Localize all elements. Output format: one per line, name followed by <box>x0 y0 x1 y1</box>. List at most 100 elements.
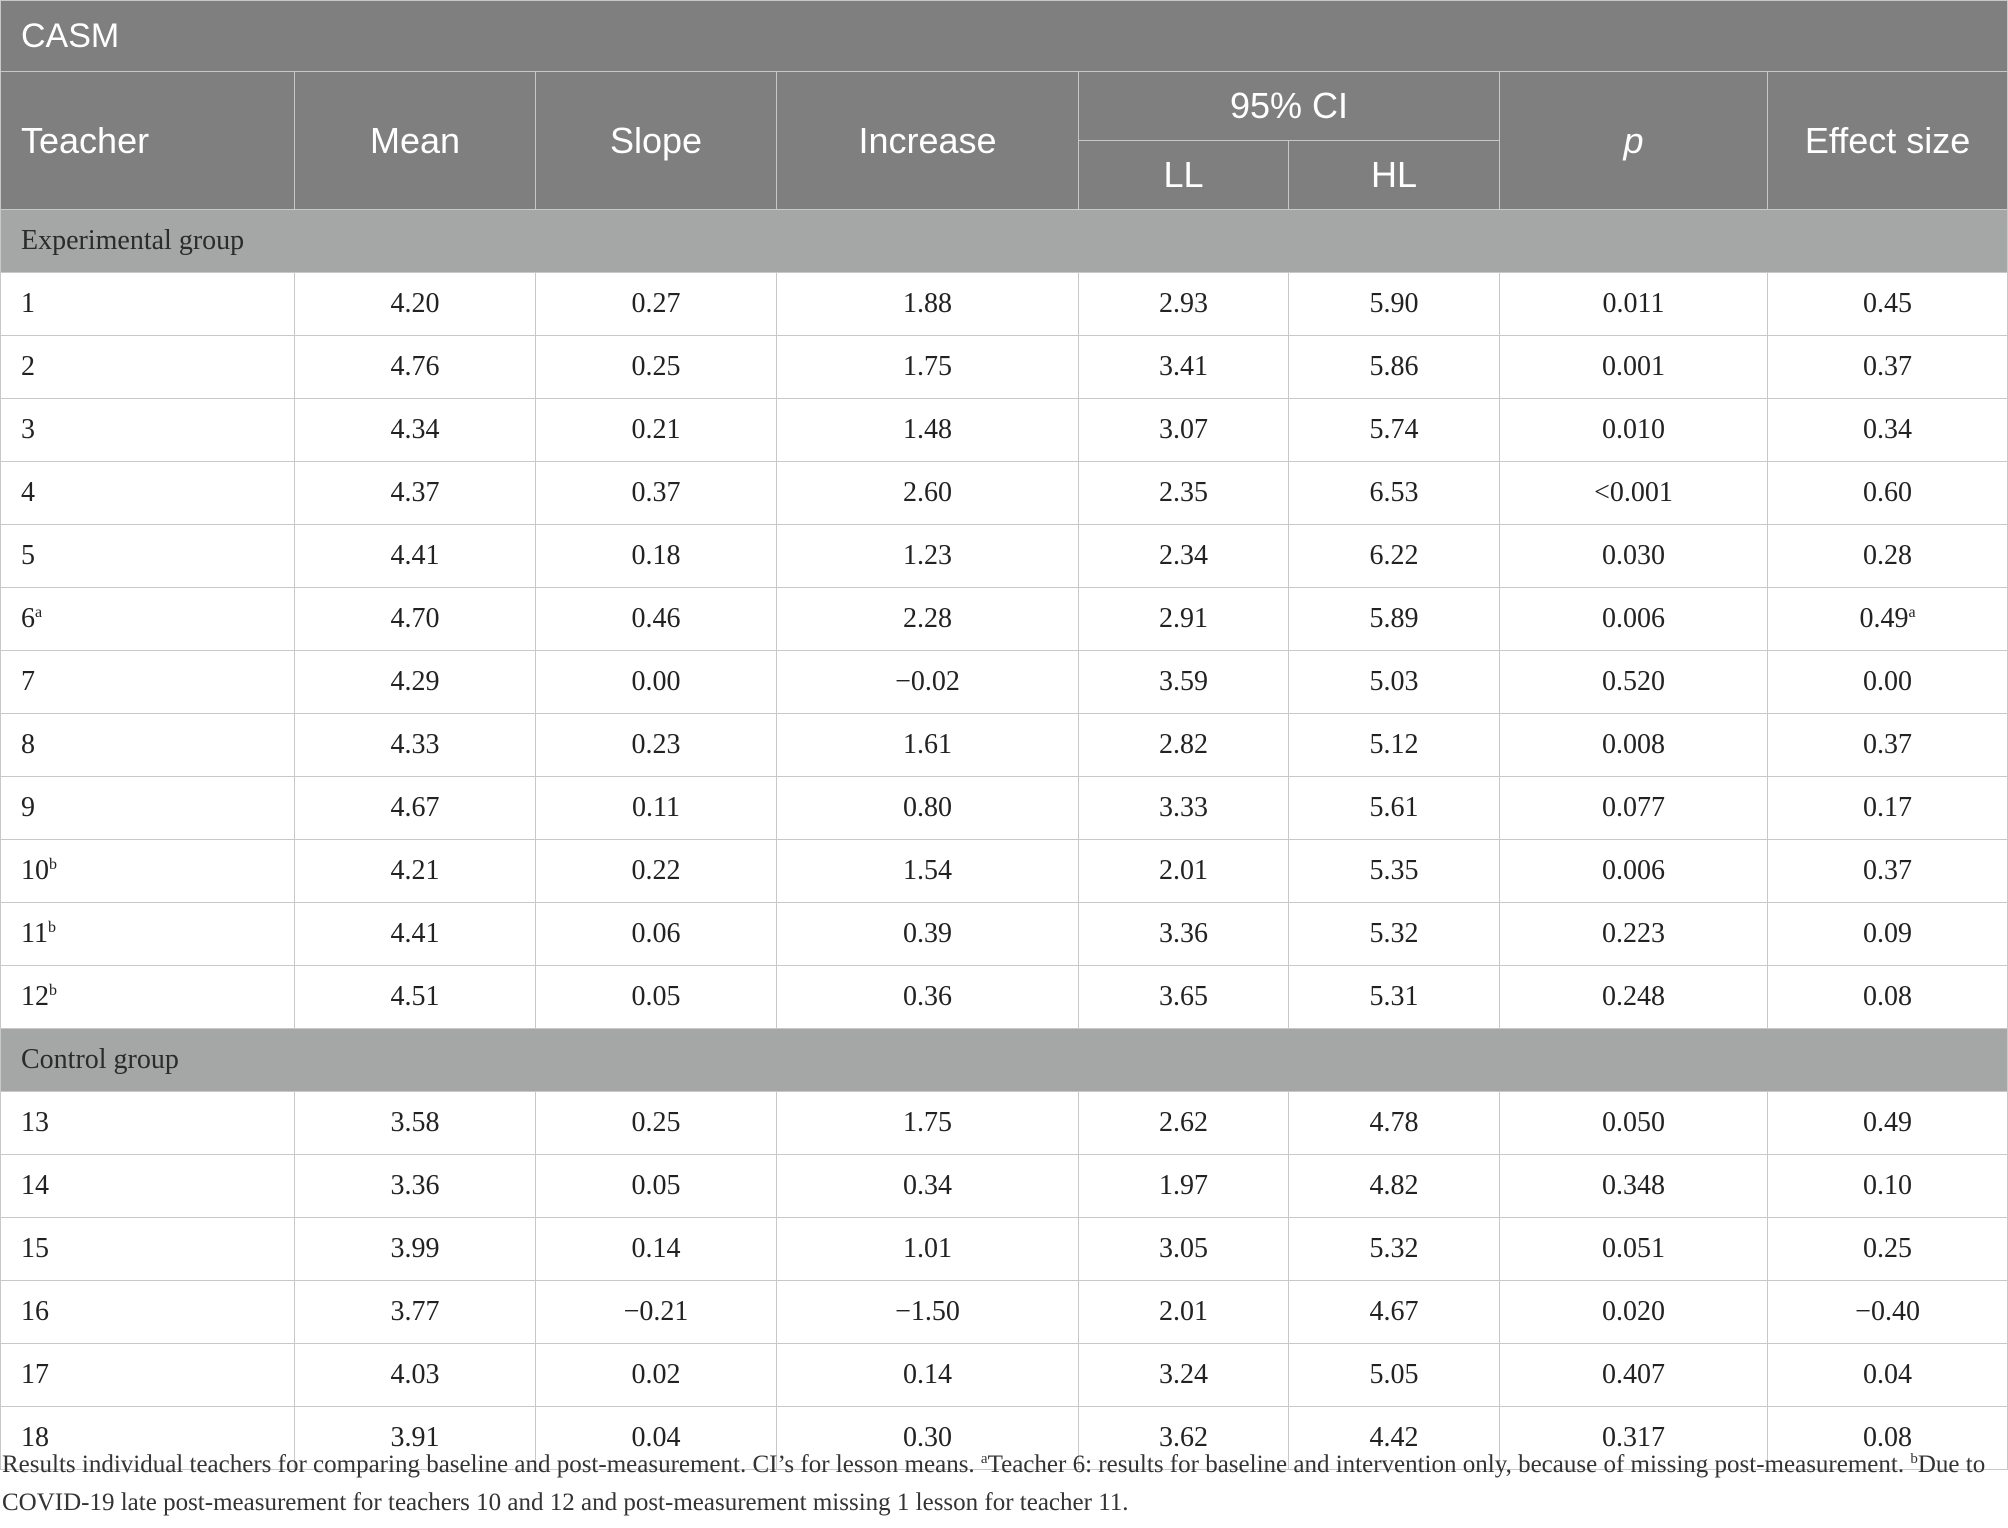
mean-cell: 4.20 <box>294 272 536 336</box>
teacher-id: 3 <box>21 414 35 445</box>
slope-value: −0.21 <box>623 1296 689 1327</box>
table-row: 2 4.76 0.25 1.75 3.41 5.86 0.001 0.37 <box>0 335 2008 399</box>
slope-value: 0.06 <box>631 918 681 949</box>
p-cell: 0.010 <box>1499 398 1768 462</box>
ll-value: 3.07 <box>1159 414 1208 445</box>
p-cell: 0.317 <box>1499 1406 1768 1470</box>
teacher-cell: 8 <box>0 713 295 777</box>
ll-cell: 2.01 <box>1078 1280 1289 1344</box>
increase-value: 1.75 <box>903 1107 952 1138</box>
mean-value: 4.76 <box>390 351 440 382</box>
header-slope: Slope <box>535 71 777 210</box>
slope-value: 0.27 <box>631 288 681 319</box>
increase-cell: 1.88 <box>776 272 1079 336</box>
effect-cell: −0.40 <box>1766 1280 2008 1344</box>
footnote-mark-b: b <box>1910 1451 1918 1467</box>
hl-cell: 6.22 <box>1288 524 1500 588</box>
ll-value: 3.65 <box>1159 981 1208 1012</box>
ll-value: 3.05 <box>1159 1233 1208 1264</box>
slope-cell: 0.25 <box>535 335 777 399</box>
slope-cell: 0.46 <box>535 587 777 651</box>
table-row: 8 4.33 0.23 1.61 2.82 5.12 0.008 0.37 <box>0 713 2008 777</box>
effect-value: 0.49 <box>1863 1107 1913 1138</box>
effect-value: 0.37 <box>1863 855 1913 886</box>
slope-value: 0.05 <box>631 1170 681 1201</box>
increase-cell: 0.14 <box>776 1343 1079 1407</box>
effect-cell: 0.00 <box>1766 650 2008 714</box>
p-cell: 0.248 <box>1499 965 1768 1029</box>
hl-cell: 5.05 <box>1288 1343 1500 1407</box>
slope-value: 0.04 <box>631 1422 681 1453</box>
hl-value: 4.67 <box>1369 1296 1419 1327</box>
effect-value: 0.00 <box>1863 666 1913 697</box>
teacher-id: 10 <box>21 855 49 886</box>
increase-value: 1.54 <box>903 855 952 886</box>
teacher-cell: 4 <box>0 461 295 525</box>
group-header-row: Experimental group <box>0 209 2008 273</box>
mean-cell: 4.76 <box>294 335 536 399</box>
ll-value: 2.01 <box>1159 855 1208 886</box>
slope-value: 0.37 <box>631 477 681 508</box>
slope-cell: 0.21 <box>535 398 777 462</box>
mean-value: 4.29 <box>390 666 440 697</box>
slope-cell: 0.11 <box>535 776 777 840</box>
ll-value: 2.93 <box>1159 288 1208 319</box>
increase-value: 0.14 <box>903 1359 952 1390</box>
teacher-id: 18 <box>21 1422 49 1453</box>
p-value: 0.001 <box>1602 351 1665 382</box>
ll-value: 2.91 <box>1159 603 1208 634</box>
table-row: 1 4.20 0.27 1.88 2.93 5.90 0.011 0.45 <box>0 272 2008 336</box>
slope-value: 0.00 <box>631 666 681 697</box>
teacher-cell: 3 <box>0 398 295 462</box>
table-row: 17 4.03 0.02 0.14 3.24 5.05 0.407 0.04 <box>0 1343 2008 1407</box>
p-cell: <0.001 <box>1499 461 1768 525</box>
hl-cell: 5.32 <box>1288 902 1500 966</box>
increase-value: 1.48 <box>903 414 952 445</box>
hl-value: 5.05 <box>1369 1359 1419 1390</box>
ll-value: 3.41 <box>1159 351 1208 382</box>
hl-cell: 5.86 <box>1288 335 1500 399</box>
table-row: 12b 4.51 0.05 0.36 3.65 5.31 0.248 0.08 <box>0 965 2008 1029</box>
increase-cell: 1.61 <box>776 713 1079 777</box>
hl-value: 5.61 <box>1369 792 1419 823</box>
hl-value: 5.12 <box>1369 729 1419 760</box>
ll-value: 1.97 <box>1159 1170 1208 1201</box>
effect-value: −0.40 <box>1855 1296 1920 1327</box>
slope-cell: 0.23 <box>535 713 777 777</box>
increase-cell: 0.34 <box>776 1154 1079 1218</box>
table-row: 5 4.41 0.18 1.23 2.34 6.22 0.030 0.28 <box>0 524 2008 588</box>
effect-cell: 0.10 <box>1766 1154 2008 1218</box>
slope-cell: 0.02 <box>535 1343 777 1407</box>
mean-value: 4.34 <box>390 414 440 445</box>
effect-cell: 0.49 <box>1766 1091 2008 1155</box>
hl-cell: 5.32 <box>1288 1217 1500 1281</box>
teacher-footnote-mark: b <box>49 856 57 873</box>
teacher-cell: 16 <box>0 1280 295 1344</box>
effect-value: 0.25 <box>1863 1233 1913 1264</box>
teacher-id: 13 <box>21 1107 49 1138</box>
ll-value: 3.62 <box>1159 1422 1208 1453</box>
effect-cell: 0.37 <box>1766 713 2008 777</box>
increase-value: 2.28 <box>903 603 952 634</box>
effect-value: 0.10 <box>1863 1170 1913 1201</box>
effect-cell: 0.08 <box>1766 965 2008 1029</box>
mean-value: 4.70 <box>390 603 440 634</box>
table-row: 3 4.34 0.21 1.48 3.07 5.74 0.010 0.34 <box>0 398 2008 462</box>
ll-cell: 3.24 <box>1078 1343 1289 1407</box>
slope-value: 0.14 <box>631 1233 681 1264</box>
table-row: 10b 4.21 0.22 1.54 2.01 5.35 0.006 0.37 <box>0 839 2008 903</box>
teacher-cell: 2 <box>0 335 295 399</box>
p-cell: 0.008 <box>1499 713 1768 777</box>
ll-cell: 3.59 <box>1078 650 1289 714</box>
increase-value: −1.50 <box>895 1296 960 1327</box>
p-value: 0.407 <box>1602 1359 1665 1390</box>
ll-value: 3.36 <box>1159 918 1208 949</box>
teacher-id: 4 <box>21 477 35 508</box>
increase-value: 0.80 <box>903 792 952 823</box>
mean-value: 3.91 <box>390 1422 440 1453</box>
teacher-cell: 18 <box>0 1406 295 1470</box>
effect-cell: 0.34 <box>1766 398 2008 462</box>
teacher-cell: 14 <box>0 1154 295 1218</box>
increase-cell: 1.48 <box>776 398 1079 462</box>
ll-cell: 3.62 <box>1078 1406 1289 1470</box>
